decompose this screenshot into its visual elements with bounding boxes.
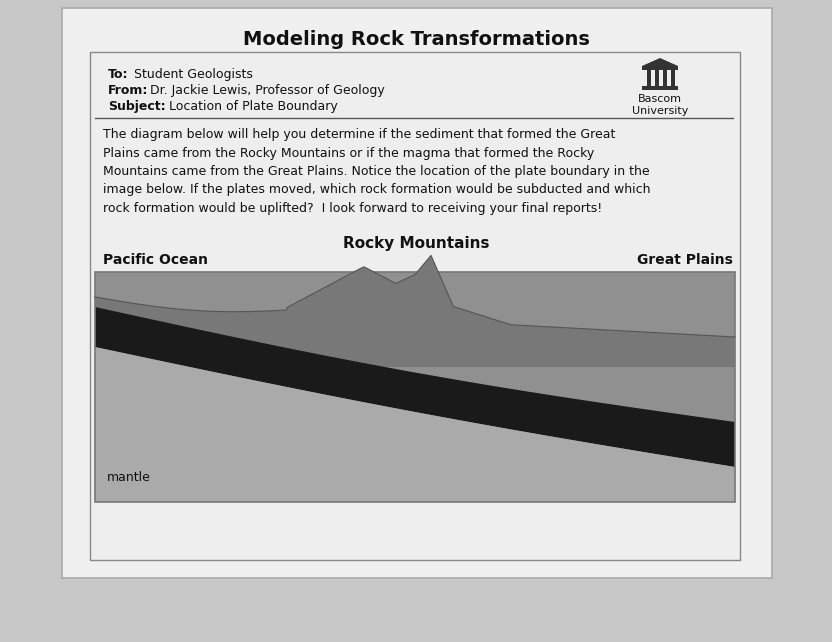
Text: The diagram below will help you determine if the sediment that formed the Great
: The diagram below will help you determin… [103,128,651,215]
Text: Great Plains: Great Plains [637,253,733,267]
Text: From:: From: [108,84,148,97]
Bar [95,272,735,502]
Bar [647,70,651,86]
Bar [642,86,678,90]
Polygon shape [95,307,735,467]
Bar [642,66,678,70]
Text: Subject:: Subject: [108,100,166,113]
Bar [90,52,740,560]
Text: Rocky Mountains: Rocky Mountains [343,236,489,251]
Bar [671,70,675,86]
Polygon shape [95,256,735,367]
Text: Student Geologists: Student Geologists [130,68,253,81]
Text: Dr. Jackie Lewis, Professor of Geology: Dr. Jackie Lewis, Professor of Geology [146,84,384,97]
Text: Location of Plate Boundary: Location of Plate Boundary [165,100,338,113]
Polygon shape [642,58,678,66]
Bar [655,70,659,86]
Text: Pacific Ocean: Pacific Ocean [103,253,208,267]
Text: mantle: mantle [107,471,151,484]
Bar [95,272,735,502]
Bar [62,8,772,578]
Polygon shape [95,347,735,502]
Text: Modeling Rock Transformations: Modeling Rock Transformations [243,30,589,49]
Bar [663,70,667,86]
Text: Bascom
University: Bascom University [631,94,688,116]
Text: To:: To: [108,68,128,81]
